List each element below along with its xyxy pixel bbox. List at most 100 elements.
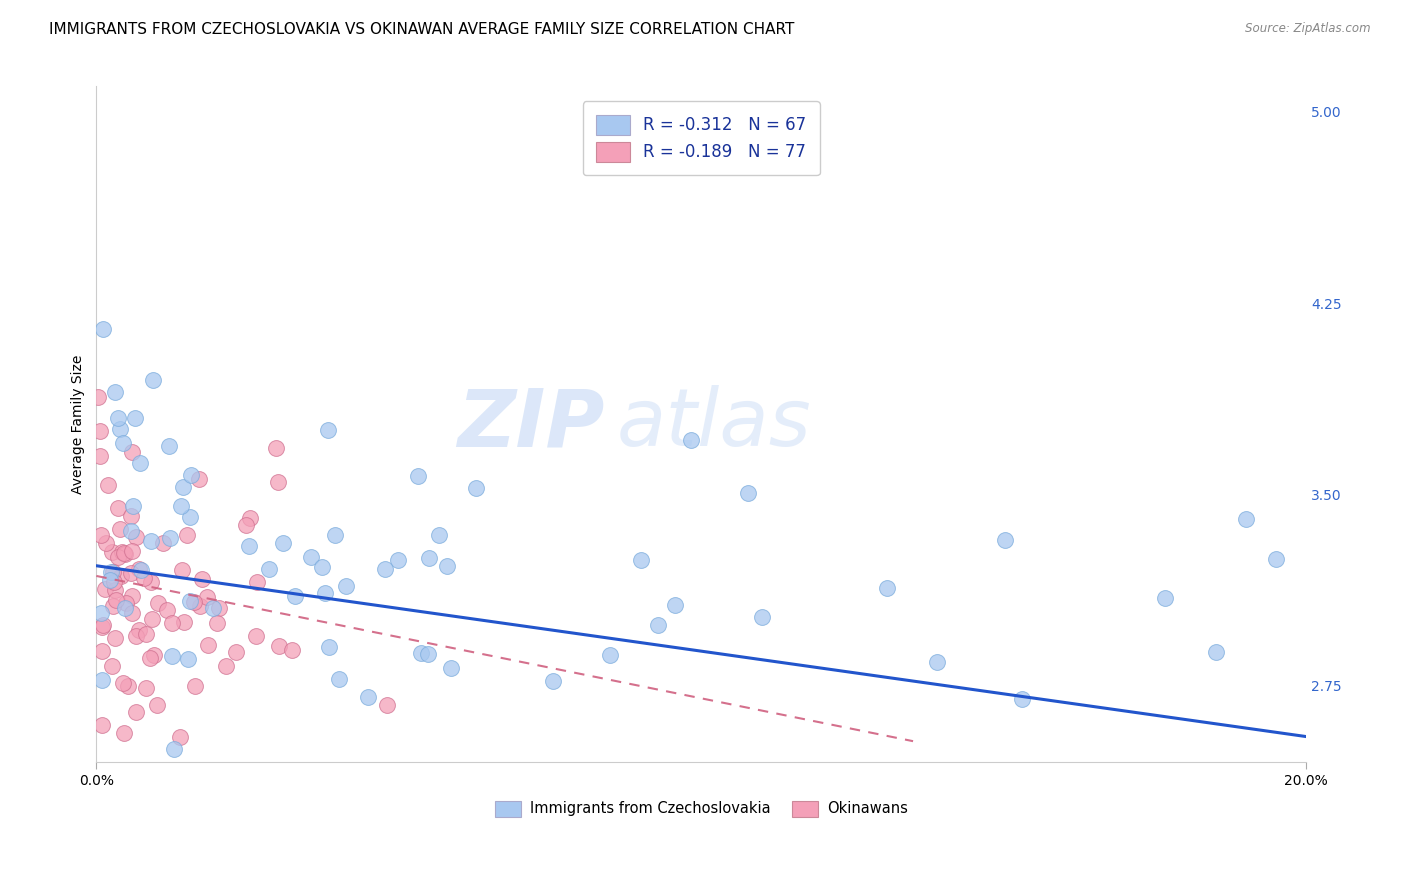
Point (1265, 552, 1288, 566)
Point (91, 618, 114, 632)
Point (89, 424, 111, 438)
Point (599, 648, 621, 663)
Point (152, 536, 174, 550)
Point (630, 552, 652, 566)
Point (173, 615, 195, 629)
Point (90, 607, 112, 621)
Point (134, 571, 156, 585)
Point (122, 500, 145, 514)
Point (323, 527, 346, 541)
Point (239, 510, 262, 524)
Point (440, 661, 463, 675)
Point (112, 436, 135, 450)
Point (111, 545, 134, 559)
Point (128, 623, 150, 637)
Point (146, 698, 169, 712)
Point (1234, 512, 1257, 526)
Point (120, 509, 142, 524)
Point (269, 639, 291, 653)
Point (215, 659, 238, 673)
Point (311, 559, 333, 574)
Point (273, 535, 295, 549)
Point (172, 481, 194, 495)
Point (121, 445, 143, 459)
Point (114, 547, 136, 561)
Point (139, 651, 162, 665)
Point (125, 629, 148, 643)
Point (925, 655, 948, 669)
Point (1205, 645, 1227, 659)
Point (328, 672, 350, 686)
Point (112, 726, 135, 740)
Point (170, 499, 193, 513)
Text: Source: ZipAtlas.com: Source: ZipAtlas.com (1246, 22, 1371, 36)
Point (335, 578, 357, 592)
Point (89, 449, 111, 463)
Point (104, 583, 127, 598)
Point (157, 439, 180, 453)
Point (107, 549, 129, 564)
Point (176, 528, 198, 542)
Point (207, 615, 229, 630)
Point (104, 385, 127, 400)
Point (114, 596, 136, 610)
Point (541, 674, 564, 689)
Point (187, 472, 209, 486)
Point (91, 673, 114, 687)
Point (120, 524, 142, 538)
Point (141, 612, 163, 626)
Point (112, 546, 135, 560)
Point (129, 456, 152, 470)
Point (129, 563, 152, 577)
Text: IMMIGRANTS FROM CZECHOSLOVAKIA VS OKINAWAN AVERAGE FAMILY SIZE CORRELATION CHART: IMMIGRANTS FROM CZECHOSLOVAKIA VS OKINAW… (49, 22, 794, 37)
Point (188, 599, 211, 614)
Point (103, 631, 125, 645)
Point (281, 643, 304, 657)
Point (100, 573, 122, 587)
Point (107, 500, 129, 515)
Point (94, 582, 117, 597)
Point (90, 528, 112, 542)
Point (406, 469, 429, 483)
Point (108, 522, 131, 536)
Point (121, 590, 143, 604)
Point (91, 620, 114, 634)
Point (124, 411, 146, 425)
Point (375, 698, 398, 712)
Point (101, 658, 124, 673)
Point (120, 566, 142, 581)
Text: atlas: atlas (617, 385, 811, 463)
Point (1011, 692, 1033, 706)
Point (267, 475, 290, 489)
Point (103, 599, 125, 614)
Point (139, 534, 162, 549)
Point (179, 509, 201, 524)
Point (647, 618, 669, 632)
Point (235, 518, 257, 533)
Point (91, 717, 114, 731)
Point (101, 545, 124, 559)
Point (316, 423, 339, 437)
Point (737, 486, 759, 500)
Point (162, 615, 184, 630)
Point (183, 595, 205, 609)
Point (225, 645, 247, 659)
Point (427, 528, 450, 542)
Point (163, 742, 186, 756)
Point (177, 652, 200, 666)
Point (994, 533, 1017, 547)
Point (96, 536, 118, 550)
Point (101, 565, 124, 579)
Point (664, 598, 686, 612)
Point (117, 679, 139, 693)
Point (160, 649, 183, 664)
Point (184, 679, 207, 693)
Point (416, 648, 439, 662)
Point (169, 730, 191, 744)
Point (142, 373, 165, 387)
Point (418, 550, 440, 565)
Point (357, 690, 380, 705)
Point (114, 601, 136, 615)
Point (100, 565, 122, 579)
Point (246, 575, 269, 590)
